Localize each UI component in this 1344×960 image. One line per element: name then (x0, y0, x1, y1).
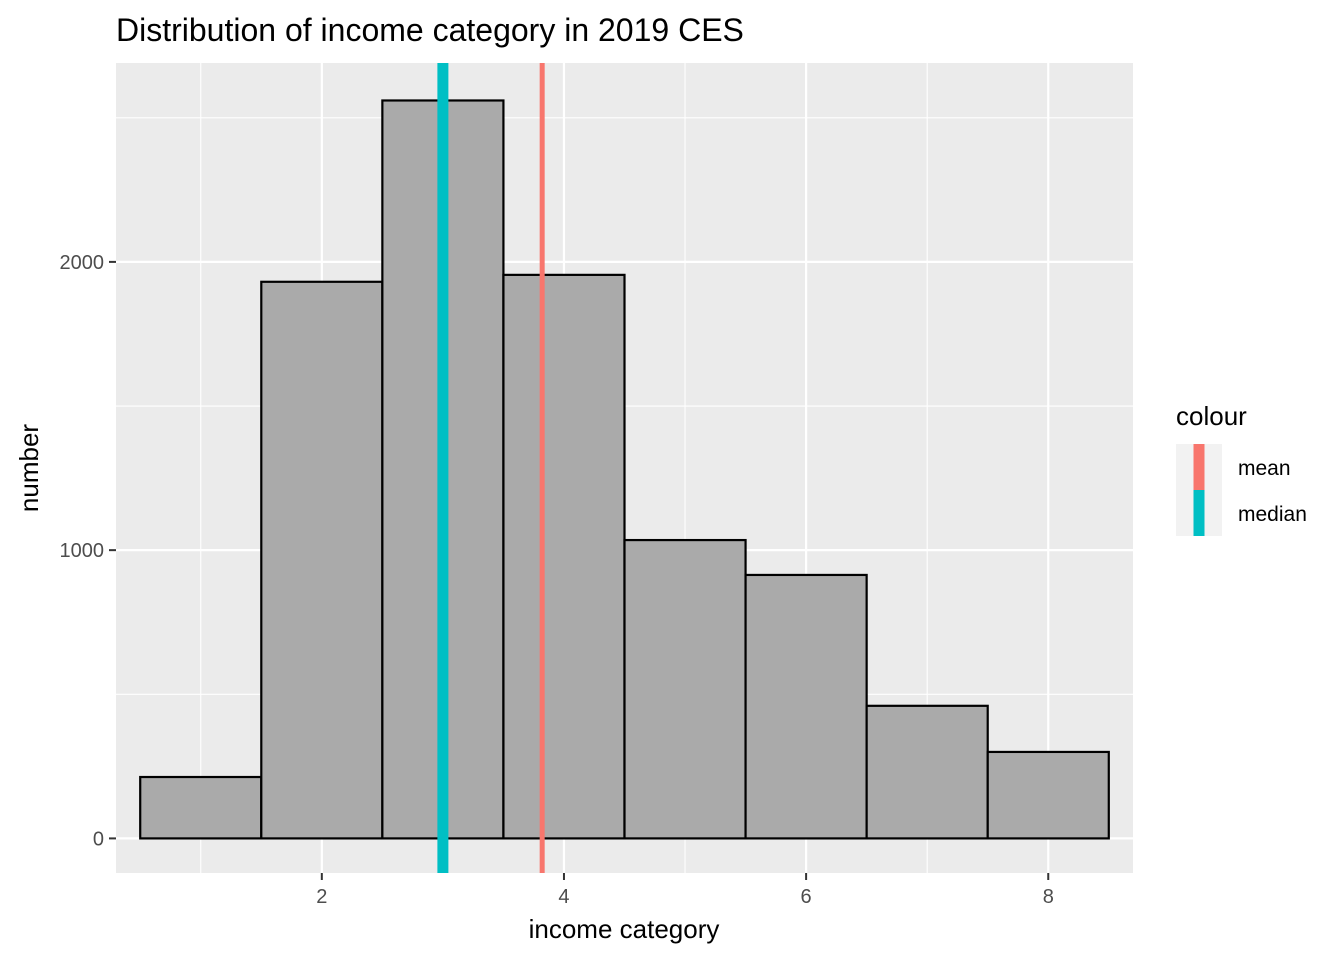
y-axis-title: number (14, 424, 44, 512)
legend: colour mean median (1176, 401, 1307, 536)
y-axis: 0 1000 2000 (60, 252, 116, 850)
x-tick-label: 8 (1043, 886, 1054, 908)
histogram-bar (139, 775, 263, 840)
reference-lines (437, 63, 545, 873)
histogram-bar (744, 573, 868, 840)
x-tick-label: 4 (558, 886, 569, 908)
histogram-bar (623, 538, 747, 840)
x-axis-title: income category (529, 914, 720, 944)
legend-label-mean: mean (1238, 457, 1291, 480)
histogram-bar (865, 704, 989, 840)
x-tick-label: 2 (316, 886, 327, 908)
x-tick-label: 6 (801, 886, 812, 908)
bars (139, 99, 1110, 840)
legend-title: colour (1176, 401, 1247, 431)
histogram-bar (986, 750, 1110, 840)
y-tick-label: 1000 (60, 540, 105, 562)
chart-title: Distribution of income category in 2019 … (116, 12, 744, 48)
x-axis: 2 4 6 8 (316, 873, 1054, 908)
y-tick-label: 2000 (60, 252, 105, 274)
histogram-bar (260, 280, 384, 840)
histogram-bar (502, 273, 626, 840)
legend-label-median: median (1238, 503, 1307, 526)
y-tick-label: 0 (93, 828, 104, 850)
